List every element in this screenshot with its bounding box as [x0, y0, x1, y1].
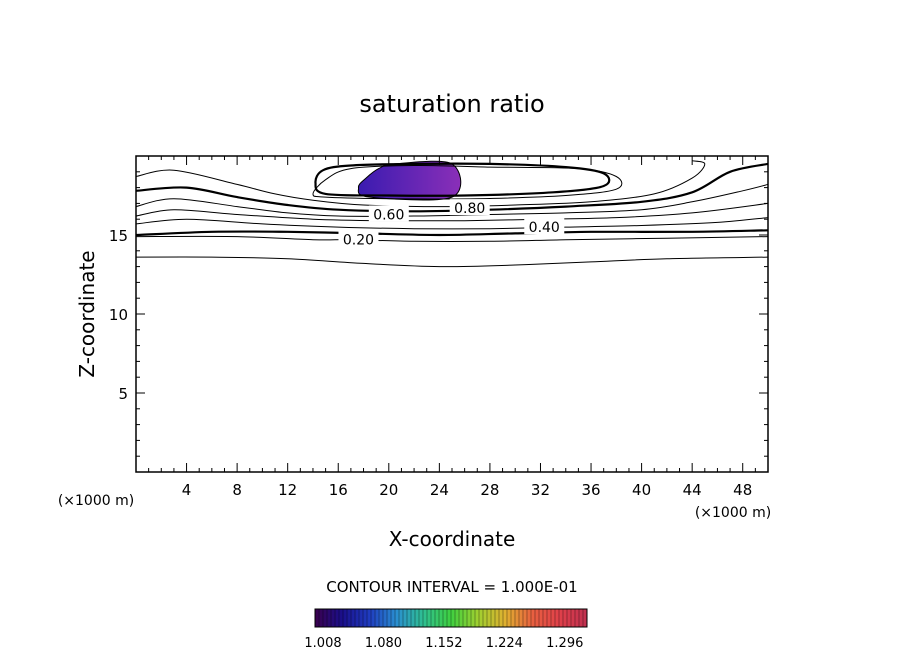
x-axis-title: X-coordinate	[389, 527, 516, 551]
colorbar-tick-label: 1.152	[425, 636, 462, 651]
contour-line-0-95	[314, 162, 611, 197]
contour-line-0-6	[136, 183, 768, 217]
x-tick-label: 24	[430, 481, 449, 499]
y-unit-label: (×1000 m)	[58, 493, 134, 509]
colorbar-tick-label: 1.224	[486, 636, 523, 651]
contour-line-0-4	[136, 217, 768, 230]
contour-line-0-1	[136, 256, 768, 268]
chart-title: saturation ratio	[359, 90, 544, 118]
x-tick-label: 12	[278, 481, 297, 499]
contour-line-1	[357, 160, 462, 201]
contour-label: 0.20	[343, 233, 374, 249]
colorbar-tick-label: 1.008	[304, 636, 341, 651]
contour-line-0-2	[136, 235, 768, 243]
x-tick-label: 48	[733, 481, 752, 499]
y-tick-label: 5	[118, 385, 128, 403]
contour-labels: 0.80 0.60 0.40 0.20	[338, 199, 565, 249]
contour-label: 0.40	[529, 220, 560, 236]
shaded-region	[358, 161, 461, 200]
colorbar-tick-label: 1.080	[365, 636, 402, 651]
x-tick-label: 44	[683, 481, 702, 499]
contour-label: 0.60	[373, 207, 404, 223]
colorbar-tick-label: 1.296	[546, 636, 583, 651]
x-tick-label: 36	[581, 481, 600, 499]
contour-label-bg	[449, 199, 490, 216]
colorbar-ticks: 1.008 1.080 1.152 1.224 1.296	[304, 636, 583, 651]
contour-label-bg	[524, 218, 565, 235]
y-tick-label: 10	[109, 306, 128, 324]
x-tick-label: 8	[232, 481, 242, 499]
supersaturation-fill	[358, 161, 461, 200]
y-axis-title: Z-coordinate	[75, 250, 99, 377]
x-tick-label: 20	[379, 481, 398, 499]
contour-label: 0.80	[454, 201, 485, 217]
contour-line-0-8	[136, 160, 706, 208]
contour-line-0-5	[136, 202, 768, 222]
x-unit-label: (×1000 m)	[695, 505, 771, 521]
x-tick-label: 4	[182, 481, 192, 499]
contour-interval-label: CONTOUR INTERVAL = 1.000E-01	[326, 578, 577, 596]
x-tick-label: 32	[531, 481, 550, 499]
colorbar-stripes	[318, 609, 584, 627]
contour-label-bg	[338, 230, 379, 247]
x-tick-label: 28	[480, 481, 499, 499]
y-tick-label: 15	[109, 227, 128, 245]
contour-line-0-3	[136, 229, 768, 237]
x-tick-label: 40	[632, 481, 651, 499]
colorbar: 1.008 1.080 1.152 1.224 1.296	[304, 608, 588, 651]
x-tick-label: 16	[329, 481, 348, 499]
contour-label-bg	[368, 205, 409, 222]
